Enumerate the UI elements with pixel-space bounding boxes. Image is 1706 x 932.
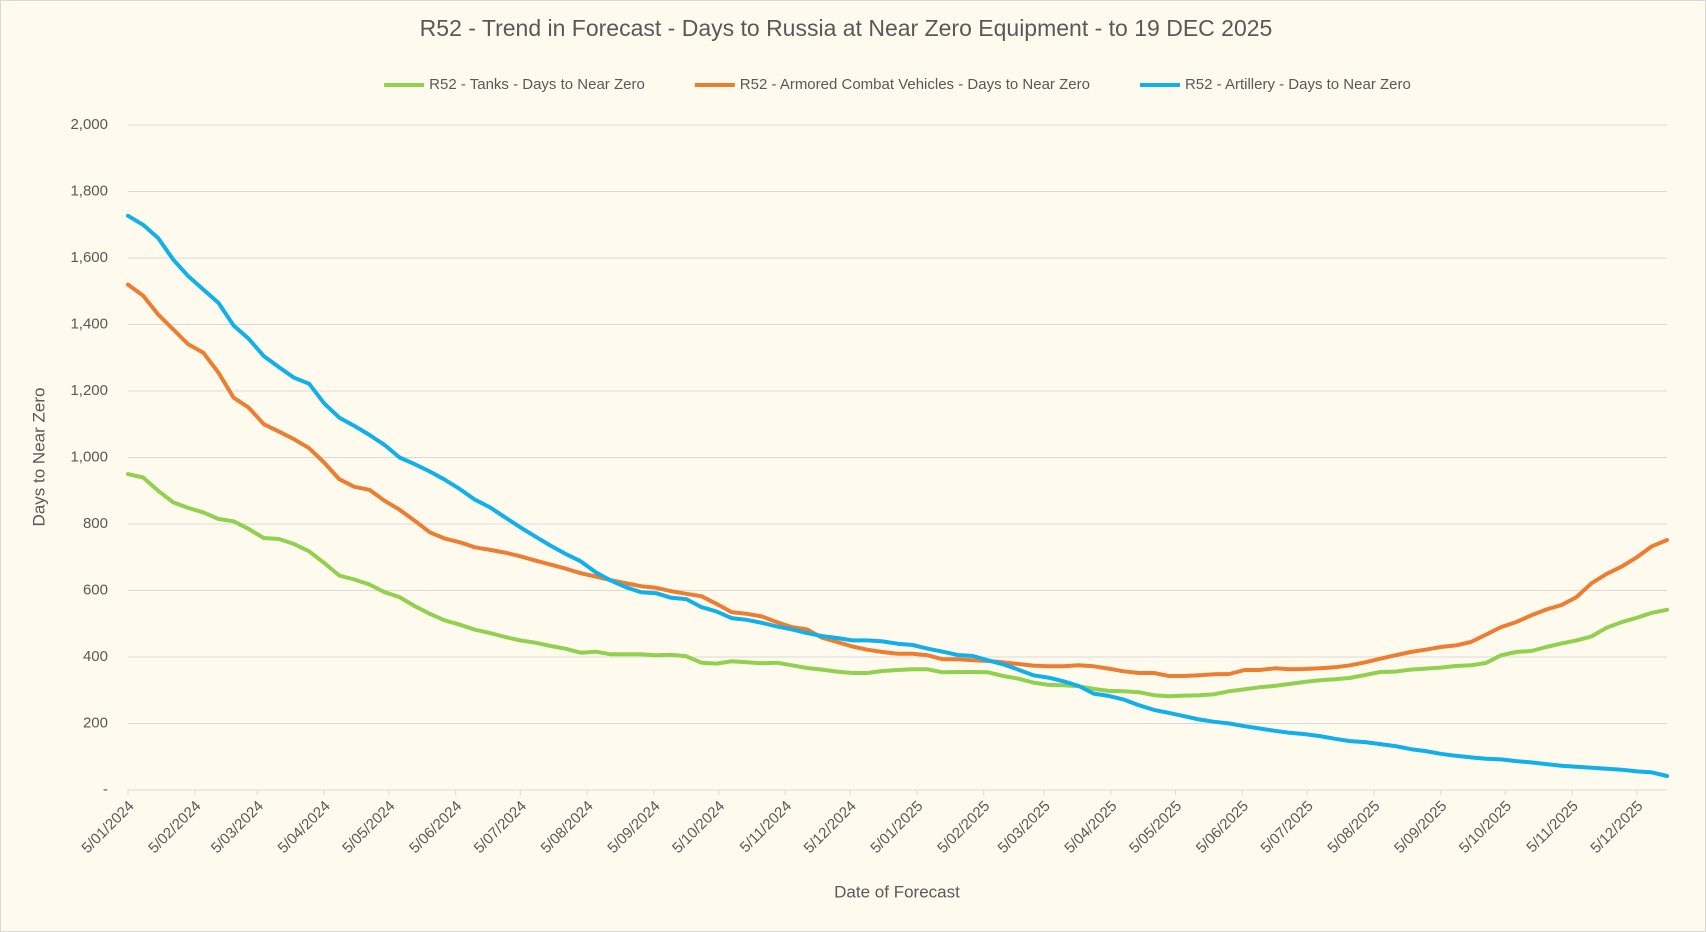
legend-label: R52 - Artillery - Days to Near Zero — [1185, 76, 1411, 93]
y-tick-label: 1,600 — [70, 249, 108, 266]
legend-label: R52 - Armored Combat Vehicles - Days to … — [740, 76, 1090, 93]
x-axis-title: Date of Forecast — [834, 882, 960, 901]
y-tick-label: 1,400 — [70, 315, 108, 332]
y-tick-label: 200 — [83, 714, 108, 731]
y-tick-label: 1,000 — [70, 448, 108, 465]
y-tick-label: 800 — [83, 515, 108, 532]
y-tick-label: 1,800 — [70, 182, 108, 199]
y-axis-title: Days to Near Zero — [29, 388, 48, 527]
y-tick-label: 2,000 — [70, 116, 108, 133]
chart-title: R52 - Trend in Forecast - Days to Russia… — [420, 15, 1273, 41]
y-tick-label: 1,200 — [70, 382, 108, 399]
y-tick-label: - — [103, 781, 108, 798]
series-line — [126, 213, 1669, 778]
legend: R52 - Tanks - Days to Near Zero R52 - Arm… — [384, 76, 1411, 93]
series-line — [126, 472, 1669, 699]
legend-label: R52 - Tanks - Days to Near Zero — [429, 76, 645, 93]
y-tick-label: 400 — [83, 648, 108, 665]
series-line — [126, 282, 1669, 678]
y-tick-label: 600 — [83, 581, 108, 598]
